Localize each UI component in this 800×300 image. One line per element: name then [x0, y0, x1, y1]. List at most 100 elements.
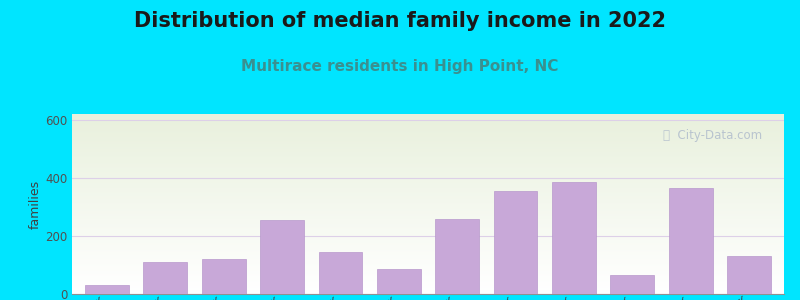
Bar — [72, 240, 784, 241]
Bar — [72, 129, 784, 130]
Bar — [72, 152, 784, 153]
Bar — [72, 272, 784, 273]
Bar — [72, 120, 784, 121]
Bar — [72, 198, 784, 199]
Bar — [72, 196, 784, 197]
Bar — [72, 151, 784, 152]
Bar — [72, 265, 784, 266]
Bar — [72, 147, 784, 148]
Bar — [72, 117, 784, 118]
Bar — [72, 179, 784, 180]
Bar — [72, 220, 784, 221]
Text: ⓘ  City-Data.com: ⓘ City-Data.com — [663, 129, 762, 142]
Bar — [72, 270, 784, 271]
Bar — [72, 192, 784, 193]
Bar — [72, 216, 784, 217]
Bar — [72, 243, 784, 244]
Bar — [72, 148, 784, 149]
Bar — [72, 269, 784, 270]
Bar — [72, 149, 784, 150]
Bar — [72, 154, 784, 155]
Bar — [727, 256, 771, 294]
Bar — [72, 239, 784, 240]
Bar — [72, 259, 784, 260]
Bar — [72, 227, 784, 228]
Bar — [72, 275, 784, 276]
Bar — [72, 125, 784, 126]
Bar — [72, 233, 784, 234]
Bar — [72, 250, 784, 251]
Bar — [72, 280, 784, 281]
Bar — [202, 259, 246, 294]
Text: Distribution of median family income in 2022: Distribution of median family income in … — [134, 11, 666, 31]
Bar — [72, 215, 784, 216]
Bar — [72, 145, 784, 146]
Bar — [260, 220, 304, 294]
Bar — [72, 132, 784, 133]
Bar — [72, 175, 784, 176]
Bar — [72, 168, 784, 169]
Bar — [72, 225, 784, 226]
Bar — [72, 289, 784, 290]
Bar — [72, 229, 784, 230]
Bar — [72, 244, 784, 245]
Bar — [72, 237, 784, 238]
Bar — [72, 238, 784, 239]
Bar — [72, 171, 784, 172]
Bar — [72, 235, 784, 236]
Bar — [72, 124, 784, 125]
Bar — [72, 217, 784, 218]
Bar — [72, 286, 784, 287]
Bar — [72, 142, 784, 143]
Bar — [72, 268, 784, 269]
Bar — [72, 114, 784, 115]
Bar — [72, 160, 784, 161]
Bar — [72, 292, 784, 293]
Bar — [72, 170, 784, 171]
Bar — [435, 218, 479, 294]
Bar — [72, 153, 784, 154]
Bar — [72, 282, 784, 283]
Bar — [72, 234, 784, 235]
Bar — [72, 274, 784, 275]
Bar — [72, 210, 784, 211]
Bar — [72, 177, 784, 178]
Bar — [72, 241, 784, 242]
Bar — [72, 231, 784, 232]
Bar — [72, 203, 784, 204]
Bar — [72, 254, 784, 255]
Bar — [72, 173, 784, 174]
Bar — [72, 174, 784, 175]
Bar — [72, 137, 784, 138]
Bar — [72, 257, 784, 258]
Bar — [72, 138, 784, 139]
Bar — [72, 281, 784, 282]
Bar — [72, 186, 784, 187]
Bar — [72, 245, 784, 246]
Bar — [72, 146, 784, 147]
Bar — [72, 190, 784, 191]
Bar — [72, 206, 784, 207]
Bar — [72, 157, 784, 158]
Bar — [72, 236, 784, 237]
Bar — [72, 122, 784, 123]
Bar — [72, 178, 784, 179]
Bar — [72, 119, 784, 120]
Bar — [72, 127, 784, 128]
Bar — [72, 264, 784, 265]
Bar — [72, 232, 784, 233]
Bar — [72, 200, 784, 201]
Bar — [72, 212, 784, 213]
Bar — [72, 158, 784, 159]
Bar — [72, 208, 784, 209]
Bar — [72, 176, 784, 177]
Bar — [72, 260, 784, 261]
Bar — [72, 207, 784, 208]
Bar — [72, 284, 784, 285]
Bar — [72, 247, 784, 248]
Bar — [72, 156, 784, 157]
Bar — [72, 202, 784, 203]
Bar — [552, 182, 596, 294]
Y-axis label: families: families — [29, 179, 42, 229]
Bar — [72, 180, 784, 181]
